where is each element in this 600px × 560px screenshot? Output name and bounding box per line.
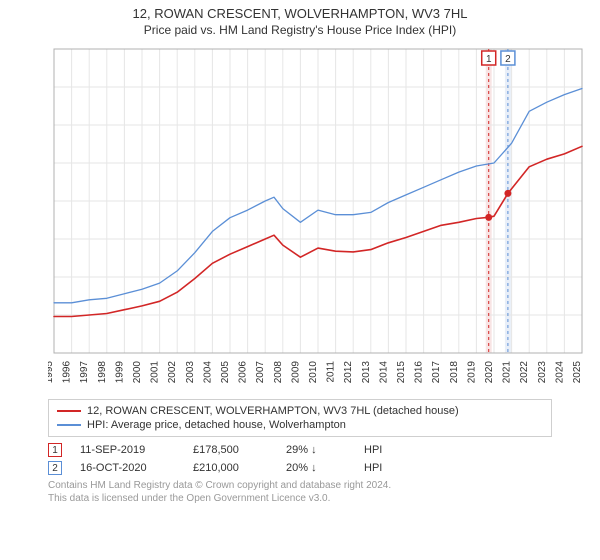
- xtick-label: 2012: [343, 361, 354, 384]
- chart-subtitle: Price paid vs. HM Land Registry's House …: [0, 21, 600, 43]
- sale-delta-label: HPI: [364, 462, 382, 474]
- sale-delta-label: HPI: [364, 444, 382, 456]
- xtick-label: 2018: [449, 361, 460, 384]
- xtick-label: 2021: [502, 361, 513, 384]
- xtick-label: 2024: [554, 361, 565, 384]
- chart-area: £0£50K£100K£150K£200K£250K£300K£350K£400…: [48, 43, 588, 393]
- xtick-label: 2004: [202, 361, 213, 384]
- sale-delta: 20% ↓: [286, 462, 346, 474]
- xtick-label: 2011: [326, 361, 337, 383]
- sale-row-marker: 1: [48, 443, 62, 457]
- sale-marker-number-1: 1: [486, 54, 492, 65]
- line-chart: £0£50K£100K£150K£200K£250K£300K£350K£400…: [48, 43, 588, 393]
- xtick-label: 2016: [414, 361, 425, 384]
- sale-price: £210,000: [193, 462, 268, 474]
- footer-line-2: This data is licensed under the Open Gov…: [48, 492, 552, 505]
- xtick-label: 2014: [378, 361, 389, 384]
- xtick-label: 2023: [537, 361, 548, 384]
- sale-date: 16-OCT-2020: [80, 462, 175, 474]
- sale-point-2: [504, 190, 511, 197]
- xtick-label: 1997: [79, 361, 90, 384]
- xtick-label: 2019: [466, 361, 477, 384]
- xtick-label: 2015: [396, 361, 407, 384]
- xtick-label: 2010: [308, 361, 319, 384]
- xtick-label: 2009: [290, 361, 301, 384]
- xtick-label: 1996: [62, 361, 73, 384]
- xtick-label: 2000: [132, 361, 143, 384]
- xtick-label: 2013: [361, 361, 372, 384]
- legend-label: 12, ROWAN CRESCENT, WOLVERHAMPTON, WV3 7…: [87, 405, 459, 417]
- sale-point-1: [485, 214, 492, 221]
- legend-item: HPI: Average price, detached house, Wolv…: [57, 418, 543, 432]
- footer-line-1: Contains HM Land Registry data © Crown c…: [48, 479, 552, 492]
- sale-delta: 29% ↓: [286, 444, 346, 456]
- xtick-label: 1995: [48, 361, 55, 384]
- xtick-label: 2008: [273, 361, 284, 384]
- sale-row: 2 16-OCT-2020 £210,000 20% ↓ HPI: [48, 459, 552, 477]
- xtick-label: 2006: [238, 361, 249, 384]
- xtick-label: 1999: [114, 361, 125, 384]
- chart-title: 12, ROWAN CRESCENT, WOLVERHAMPTON, WV3 7…: [0, 0, 600, 21]
- legend-label: HPI: Average price, detached house, Wolv…: [87, 419, 346, 431]
- xtick-label: 2001: [150, 361, 161, 384]
- xtick-label: 2017: [431, 361, 442, 384]
- sales-table: 1 11-SEP-2019 £178,500 29% ↓ HPI 2 16-OCT-2020…: [48, 441, 552, 477]
- xtick-label: 2003: [185, 361, 196, 384]
- sale-row: 1 11-SEP-2019 £178,500 29% ↓ HPI: [48, 441, 552, 459]
- xtick-label: 2020: [484, 361, 495, 384]
- sale-price: £178,500: [193, 444, 268, 456]
- legend-swatch: [57, 424, 81, 426]
- legend-item: 12, ROWAN CRESCENT, WOLVERHAMPTON, WV3 7…: [57, 404, 543, 418]
- xtick-label: 2025: [572, 361, 583, 384]
- xtick-label: 2007: [255, 361, 266, 384]
- legend-swatch: [57, 410, 81, 412]
- xtick-label: 2005: [220, 361, 231, 384]
- sale-date: 11-SEP-2019: [80, 444, 175, 456]
- xtick-label: 1998: [97, 361, 108, 384]
- legend: 12, ROWAN CRESCENT, WOLVERHAMPTON, WV3 7…: [48, 399, 552, 437]
- sale-marker-number-2: 2: [505, 54, 511, 65]
- sale-row-marker: 2: [48, 461, 62, 475]
- xtick-label: 2022: [519, 361, 530, 384]
- footer-attribution: Contains HM Land Registry data © Crown c…: [48, 479, 552, 505]
- xtick-label: 2002: [167, 361, 178, 384]
